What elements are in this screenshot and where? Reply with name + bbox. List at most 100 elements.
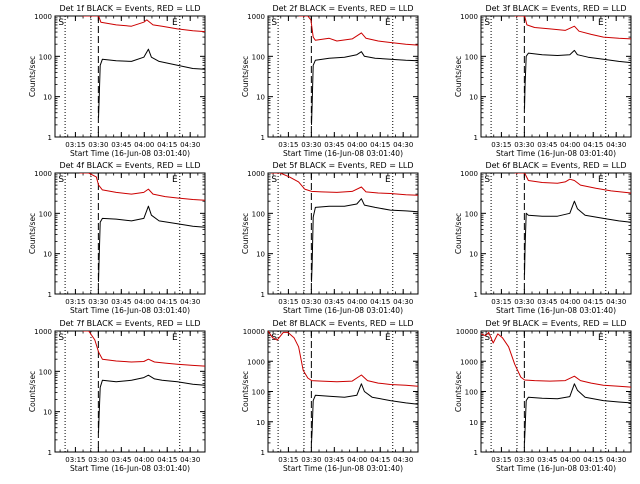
y-tick-label: 1	[474, 134, 478, 142]
start-label: S	[484, 175, 490, 185]
x-tick-label: 03:15	[491, 141, 511, 149]
start-label: S	[58, 175, 64, 185]
end-label: E	[172, 175, 178, 185]
lld-series-line	[82, 16, 205, 33]
x-tick-label: 04:00	[560, 298, 580, 306]
plot-frame	[54, 15, 206, 138]
x-tick-label: 04:00	[560, 141, 580, 149]
y-tick-label: 1	[261, 449, 265, 457]
chart-title: Det 5f BLACK = Events, RED = LLD	[272, 161, 413, 170]
y-tick-label: 1	[261, 134, 265, 142]
chart-panel: Det 2f BLACK = Events, RED = LLD 1 10 100 10…	[241, 4, 419, 158]
x-tick-label: 03:15	[65, 298, 85, 306]
y-axis-label: Counts/sec	[241, 213, 250, 254]
start-label: S	[271, 175, 277, 185]
y-tick-label: 1000	[34, 170, 52, 178]
x-tick-label: 03:45	[324, 141, 344, 149]
lld-series-line	[268, 331, 418, 387]
series-group	[514, 16, 631, 109]
start-label: S	[484, 333, 490, 343]
events-series-line	[98, 205, 205, 282]
lld-series-line	[514, 16, 631, 40]
x-tick-label: 04:15	[583, 298, 603, 306]
chart-title: Det 4f BLACK = Events, RED = LLD	[59, 161, 200, 170]
chart-title: Det 6f BLACK = Events, RED = LLD	[485, 161, 626, 170]
x-tick-label: 03:45	[324, 456, 344, 464]
y-tick-label: 1	[474, 449, 478, 457]
chart-panel: Det 5f BLACK = Events, RED = LLD 1 10 100 10…	[241, 161, 419, 315]
lld-series-line	[481, 331, 631, 388]
x-tick-label: 03:30	[514, 298, 534, 306]
end-label: E	[172, 333, 178, 343]
lld-series-line	[514, 173, 631, 194]
lld-series-line	[298, 16, 418, 46]
y-tick-label: 10	[469, 94, 478, 102]
x-tick-label: 03:45	[537, 141, 557, 149]
plot-frame	[267, 172, 419, 295]
end-label: E	[385, 18, 391, 28]
x-tick-label: 03:45	[111, 456, 131, 464]
x-axis-label: Start Time (16-Jun-08 03:01:40)	[70, 306, 190, 315]
y-axis-label: Counts/sec	[454, 371, 463, 412]
x-tick-label: 03:15	[491, 456, 511, 464]
y-tick-label: 10000	[243, 328, 265, 336]
y-tick-label: 1000	[460, 13, 478, 21]
x-axis-label: Start Time (16-Jun-08 03:01:40)	[496, 306, 616, 315]
plot-frame	[267, 15, 419, 138]
series-group	[79, 173, 205, 282]
y-tick-label: 100	[39, 210, 52, 218]
x-tick-label: 04:30	[393, 298, 413, 306]
y-tick-label: 1000	[34, 328, 52, 336]
y-tick-label: 10	[469, 419, 478, 427]
x-tick-label: 03:30	[88, 141, 108, 149]
x-tick-label: 03:15	[278, 456, 298, 464]
start-label: S	[271, 18, 277, 28]
y-axis-label: Counts/sec	[241, 56, 250, 97]
x-tick-label: 04:15	[583, 141, 603, 149]
x-tick-label: 04:00	[347, 141, 367, 149]
x-tick-label: 04:00	[347, 298, 367, 306]
series-group	[82, 331, 205, 433]
series-group	[298, 16, 418, 125]
y-tick-label: 10	[256, 419, 265, 427]
y-tick-label: 1	[48, 449, 52, 457]
end-label: E	[598, 333, 604, 343]
chart-panel: Det 1f BLACK = Events, RED = LLD 1 10 100 10…	[28, 4, 206, 158]
x-axis-label: Start Time (16-Jun-08 03:01:40)	[283, 149, 403, 158]
y-tick-label: 100	[252, 210, 265, 218]
x-tick-label: 04:00	[134, 141, 154, 149]
lld-series-line	[82, 331, 205, 367]
y-tick-label: 1	[261, 291, 265, 299]
x-tick-label: 03:45	[111, 141, 131, 149]
x-tick-label: 04:15	[370, 298, 390, 306]
y-axis-label: Counts/sec	[28, 371, 37, 412]
x-tick-label: 03:45	[324, 298, 344, 306]
y-axis-label: Counts/sec	[28, 213, 37, 254]
y-tick-label: 100	[39, 368, 52, 376]
y-tick-label: 10	[256, 251, 265, 259]
chart-panel: Det 9f BLACK = Events, RED = LLD 1 10 100 10…	[454, 319, 632, 473]
x-tick-label: 04:30	[393, 141, 413, 149]
chart-panel: Det 6f BLACK = Events, RED = LLD 1 10 100 10…	[454, 161, 632, 315]
y-axis-label: Counts/sec	[454, 213, 463, 254]
x-tick-label: 04:30	[393, 456, 413, 464]
y-axis-label: Counts/sec	[241, 371, 250, 412]
y-tick-label: 100	[465, 389, 478, 397]
x-tick-label: 03:30	[301, 298, 321, 306]
chart-title: Det 7f BLACK = Events, RED = LLD	[59, 319, 200, 328]
x-tick-label: 04:15	[157, 141, 177, 149]
lld-series-line	[271, 173, 418, 196]
x-axis-label: Start Time (16-Jun-08 03:01:40)	[70, 464, 190, 473]
events-series-line	[524, 49, 631, 109]
y-tick-label: 10	[43, 94, 52, 102]
y-tick-label: 1000	[34, 13, 52, 21]
y-axis-label: Counts/sec	[454, 56, 463, 97]
plot-frame	[480, 330, 632, 453]
y-tick-label: 1	[474, 291, 478, 299]
chart-title: Det 2f BLACK = Events, RED = LLD	[272, 4, 413, 13]
y-axis-label: Counts/sec	[28, 56, 37, 97]
series-group	[271, 173, 418, 282]
y-tick-label: 100	[465, 210, 478, 218]
